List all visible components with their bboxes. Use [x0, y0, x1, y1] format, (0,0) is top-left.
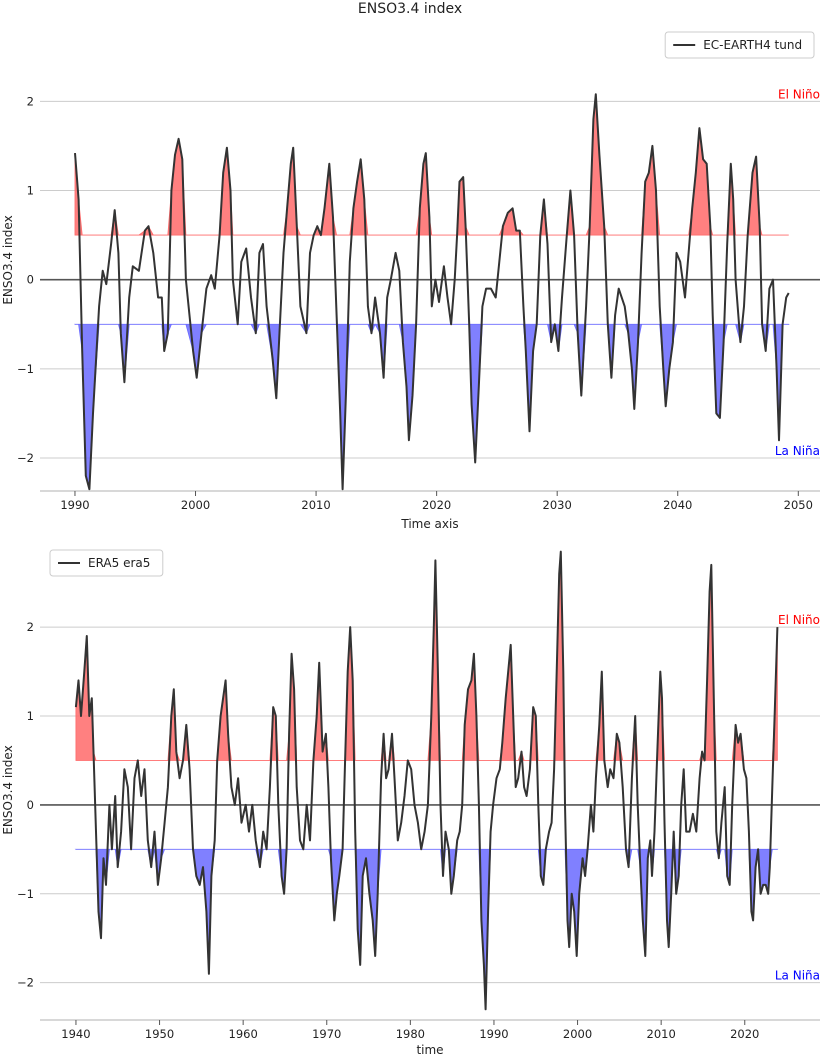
series-line [74, 93, 790, 491]
la-nina-label: La Niña [775, 969, 820, 983]
x-tick-label: 2000 [563, 1027, 592, 1041]
x-tick-label: 1990 [60, 498, 89, 512]
y-axis-label: ENSO3.4 index [1, 745, 15, 834]
x-tick-label: 1940 [61, 1027, 90, 1041]
x-tick-label: 2040 [663, 498, 692, 512]
legend-box [49, 549, 164, 577]
x-tick-label: 1980 [396, 1027, 425, 1041]
legend-label: ERA5 era5 [88, 556, 150, 570]
x-axis-label: time [416, 1043, 443, 1057]
x-tick-label: 1970 [312, 1027, 341, 1041]
y-tick-label: −2 [17, 976, 34, 990]
el-nino-fill [74, 94, 789, 237]
legend: ERA5 era5 [49, 549, 164, 577]
x-tick-label: 2020 [730, 1027, 759, 1041]
x-axis-label: Time axis [400, 517, 458, 531]
x-tick-label: 1950 [145, 1027, 174, 1041]
x-tick-label: 2030 [543, 498, 572, 512]
x-tick-label: 2020 [422, 498, 451, 512]
x-tick-label: 2050 [784, 498, 813, 512]
legend-box [664, 31, 815, 59]
la-nina-label: La Niña [775, 444, 820, 458]
figure-title: ENSO3.4 index [358, 1, 462, 17]
panel-era5: −2 −1 0 1 2 1940 1950 1960 1970 1980 1990 2000 2010 2… [1, 549, 820, 1057]
series-line [74, 550, 779, 1011]
x-tick-label: 2000 [181, 498, 210, 512]
y-axis-label: ENSO3.4 index [1, 215, 15, 304]
y-tick-label: 1 [27, 184, 34, 198]
y-tick-label: 2 [27, 94, 34, 108]
y-tick-label: −1 [17, 887, 34, 901]
legend-label: EC-EARTH4 tund [703, 38, 802, 52]
x-tick-label: 1960 [229, 1027, 258, 1041]
y-tick-label: 2 [27, 620, 34, 634]
y-tick-label: −2 [17, 451, 34, 465]
y-tick-label: 0 [27, 273, 34, 287]
el-nino-label: El Niño [778, 87, 820, 101]
x-tick-label: 2010 [647, 1027, 676, 1041]
el-nino-fill [75, 551, 778, 761]
la-nina-fill [74, 323, 790, 490]
x-tick-label: 1990 [479, 1027, 508, 1041]
x-tick-label: 2010 [301, 498, 330, 512]
panel-ec-earth4: −2 −1 0 1 2 1990 2000 2010 2020 2030 2040 2050 Time … [1, 31, 820, 531]
legend: EC-EARTH4 tund [664, 31, 815, 59]
y-tick-label: 1 [27, 709, 34, 723]
y-tick-label: 0 [27, 798, 34, 812]
y-tick-label: −1 [17, 362, 34, 376]
el-nino-label: El Niño [778, 613, 820, 627]
